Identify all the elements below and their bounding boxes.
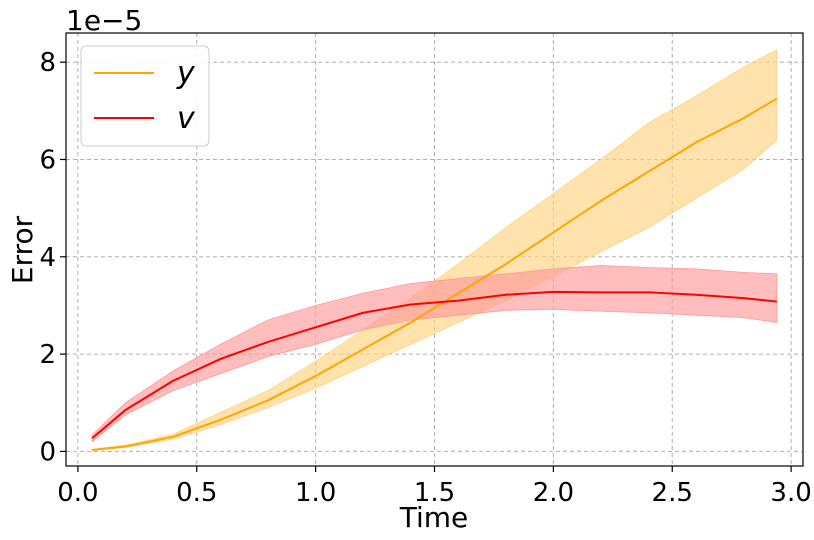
series-line-v xyxy=(91,290,777,440)
band-y xyxy=(91,49,778,451)
x-tick-label: 0.0 xyxy=(57,478,98,508)
x-tick-label: 0.5 xyxy=(176,478,217,508)
y-offset-label: 1e−5 xyxy=(66,4,142,37)
confidence-bands xyxy=(91,49,778,451)
y-axis-ticks: 0 2 4 6 8 xyxy=(39,48,66,467)
band-v xyxy=(91,265,778,443)
legend-box xyxy=(80,45,210,147)
x-tick-label: 1.5 xyxy=(414,478,455,508)
y-tick-label: 0 xyxy=(39,437,56,467)
y-tick-label: 4 xyxy=(39,243,56,273)
series-lines xyxy=(91,97,778,451)
x-axis-title: Time xyxy=(399,501,469,534)
x-tick-label: 1.0 xyxy=(295,478,336,508)
y-tick-label: 6 xyxy=(39,145,56,175)
x-tick-label: 3.0 xyxy=(770,478,811,508)
series-line-y xyxy=(92,97,778,451)
x-axis-ticks: 0.0 0.5 1.0 1.5 2.0 2.5 3.0 xyxy=(57,466,812,508)
y-axis-title: Error xyxy=(6,215,39,284)
legend-label-v: v xyxy=(177,101,196,136)
x-tick-label: 2.0 xyxy=(533,478,574,508)
y-tick-label: 8 xyxy=(39,48,56,78)
y-tick-label: 2 xyxy=(39,340,56,370)
legend-label-y: y xyxy=(176,56,196,91)
legend: y v xyxy=(80,45,210,147)
x-tick-label: 2.5 xyxy=(652,478,693,508)
